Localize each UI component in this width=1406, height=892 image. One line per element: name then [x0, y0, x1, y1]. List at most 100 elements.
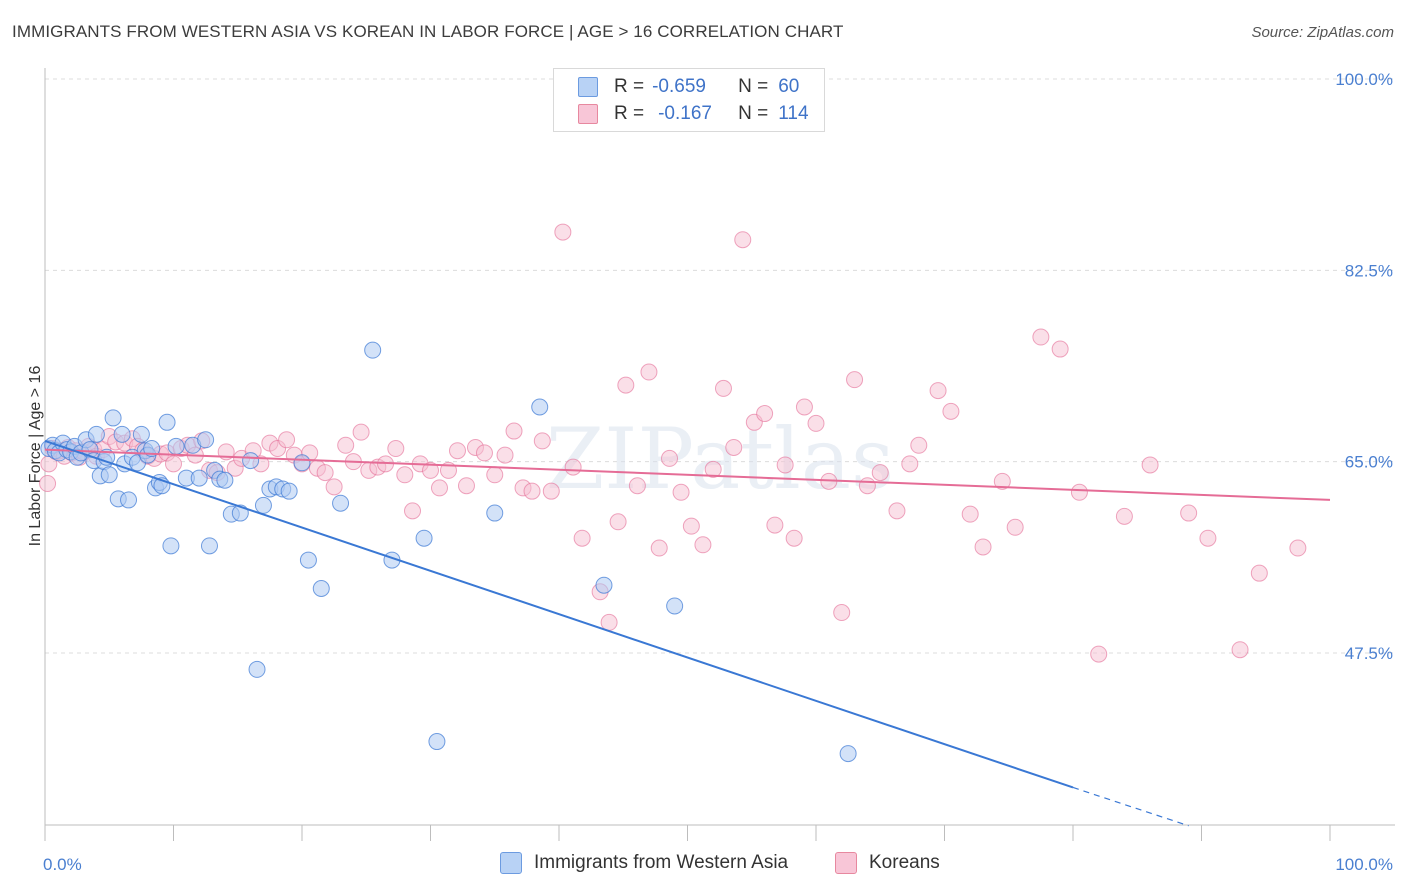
- korean-point: [278, 431, 296, 449]
- korean-point: [448, 442, 466, 460]
- korean-point: [609, 513, 627, 531]
- korean-point: [573, 529, 591, 547]
- western-asia-point: [595, 576, 613, 594]
- korean-point: [846, 371, 864, 389]
- western-asia-point: [216, 471, 234, 489]
- korean-point: [533, 432, 551, 450]
- correlation-legend: R = -0.659 N = 60 R = -0.167 N = 114: [553, 68, 825, 132]
- korean-point: [404, 502, 422, 520]
- korean-point: [661, 449, 679, 467]
- legend-swatch-western-asia: [500, 852, 522, 874]
- korean-point: [725, 438, 743, 456]
- watermark: ZIPatlas: [546, 410, 894, 508]
- korean-point: [974, 538, 992, 556]
- western-asia-point: [113, 425, 131, 443]
- korean-point: [756, 405, 774, 423]
- western-asia-point: [486, 504, 504, 522]
- korean-point: [1180, 504, 1198, 522]
- chart-title: IMMIGRANTS FROM WESTERN ASIA VS KOREAN I…: [12, 22, 844, 41]
- korean-point: [325, 478, 343, 496]
- korean-point: [554, 223, 572, 241]
- western-asia-point: [143, 440, 161, 458]
- western-asia-point: [167, 437, 185, 455]
- x-tick-labels: 0.0% 100.0%: [43, 855, 1393, 874]
- western-asia-point: [254, 496, 272, 514]
- western-asia-point: [104, 409, 122, 427]
- korean-point: [993, 472, 1011, 490]
- koreans-trend-line: [44, 448, 1331, 501]
- western-asia-point: [293, 454, 311, 472]
- korean-point: [496, 446, 514, 464]
- legend-r-value-1: -0.659: [652, 76, 706, 97]
- korean-point: [650, 539, 668, 557]
- legend-swatch-koreans: [835, 852, 857, 874]
- korean-point: [1199, 529, 1217, 547]
- legend-item-western-asia: Immigrants from Western Asia: [500, 852, 788, 874]
- western-asia-point: [242, 452, 260, 470]
- western-asia-point: [364, 341, 382, 359]
- western-asia-trend-extension: [1072, 786, 1189, 827]
- series-legend: Immigrants from Western Asia Koreans: [0, 852, 1406, 878]
- korean-point: [1051, 340, 1069, 358]
- korean-point: [1141, 456, 1159, 474]
- korean-point: [901, 455, 919, 473]
- y-tick-label: 47.5%: [1345, 644, 1393, 663]
- western-asia-points: [40, 341, 857, 763]
- korean-point: [617, 376, 635, 394]
- legend-swatch-koreans: [578, 104, 598, 124]
- korean-point: [486, 466, 504, 484]
- western-asia-point: [332, 494, 350, 512]
- korean-point: [714, 379, 732, 397]
- korean-point: [628, 477, 646, 495]
- korean-point: [475, 444, 493, 462]
- western-asia-point: [280, 482, 298, 500]
- y-tick-label: 65.0%: [1345, 453, 1393, 472]
- legend-r-label: R =: [614, 76, 645, 97]
- korean-point: [640, 363, 658, 381]
- korean-point: [1289, 539, 1307, 557]
- western-asia-point: [666, 597, 684, 615]
- korean-point: [785, 529, 803, 547]
- korean-point: [871, 464, 889, 482]
- korean-point: [387, 440, 405, 458]
- korean-point: [352, 423, 370, 441]
- legend-n-label: N =: [738, 103, 769, 124]
- korean-point: [1231, 641, 1249, 659]
- western-asia-point: [312, 579, 330, 597]
- korean-point: [564, 458, 582, 476]
- korean-point: [888, 502, 906, 520]
- x-tick-label: 0.0%: [43, 855, 82, 874]
- western-asia-point: [100, 466, 118, 484]
- korean-point: [795, 398, 813, 416]
- korean-point: [910, 436, 928, 454]
- korean-point: [1090, 645, 1108, 663]
- korean-point: [694, 536, 712, 554]
- legend-n-label: N =: [738, 76, 769, 97]
- western-asia-point: [428, 733, 446, 751]
- korean-point: [942, 402, 960, 420]
- koreans-points: [39, 223, 1307, 663]
- korean-point: [776, 456, 794, 474]
- korean-point: [929, 382, 947, 400]
- korean-point: [961, 505, 979, 523]
- korean-point: [1250, 564, 1268, 582]
- western-asia-trend-line: [44, 439, 1074, 789]
- korean-point: [682, 517, 700, 535]
- western-asia-point: [531, 398, 549, 416]
- korean-point: [430, 479, 448, 497]
- y-tick-labels: 47.5% 65.0% 82.5% 100.0%: [1335, 70, 1393, 663]
- x-tick-label: 100.0%: [1335, 855, 1393, 874]
- trend-lines: [44, 439, 1331, 827]
- legend-label-western-asia: Immigrants from Western Asia: [534, 852, 789, 873]
- legend-n-value-1: 60: [778, 76, 800, 97]
- legend-r-value-2: -0.167: [658, 103, 712, 124]
- western-asia-point: [132, 425, 150, 443]
- western-asia-point: [87, 425, 105, 443]
- western-asia-point: [158, 413, 176, 431]
- y-tick-label: 100.0%: [1335, 70, 1393, 89]
- korean-point: [672, 483, 690, 501]
- korean-point: [39, 475, 57, 493]
- western-asia-point: [197, 431, 215, 449]
- korean-point: [704, 460, 722, 478]
- korean-point: [165, 455, 182, 473]
